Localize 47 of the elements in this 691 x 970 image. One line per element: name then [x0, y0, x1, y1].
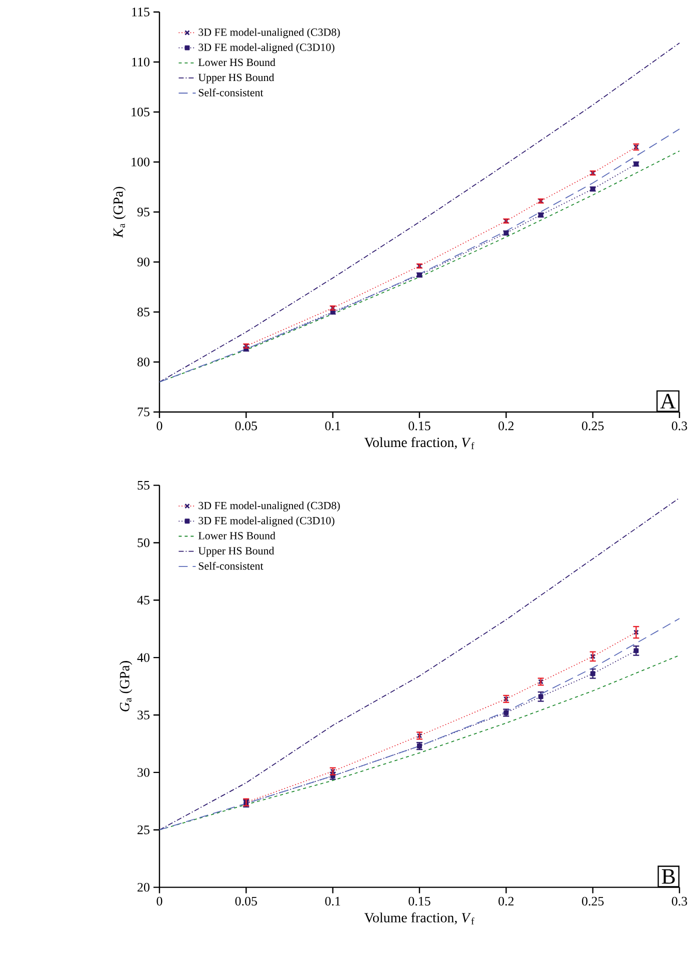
x-tick-label: 0.25 — [582, 896, 604, 906]
y-tick-label: 25 — [138, 826, 150, 834]
annotation: B — [662, 869, 675, 884]
y-tick-label: 100 — [132, 158, 150, 166]
x-tick-label: 0.1 — [325, 896, 340, 906]
legend-label: Lower HS Bound — [198, 58, 276, 66]
y-tick-label: 110 — [132, 58, 150, 66]
y-tick-label: 20 — [138, 882, 150, 892]
y-tick-label: 90 — [137, 258, 150, 266]
x-tick-label: 0.25 — [582, 422, 604, 430]
y-tick-label: 105 — [132, 108, 150, 116]
legend-label: Self-consistent — [198, 562, 264, 570]
y-tick-label: 50 — [138, 538, 150, 548]
y-tick-label: 35 — [138, 710, 150, 720]
x-tick-label: 0.2 — [498, 422, 514, 430]
y-axis-title: G$_{a}$ (GPa) — [120, 661, 132, 712]
y-axis-title: K$_{a}$ (GPa) — [113, 186, 126, 238]
y-tick-label: 30 — [138, 768, 150, 777]
legend-label: Upper HS Bound — [198, 73, 274, 84]
legend-label: Lower HS Bound — [198, 532, 276, 540]
x-tick-label: 0.3 — [672, 896, 688, 906]
y-tick-label: 85 — [138, 308, 150, 316]
legend-label: Upper HS Bound — [198, 546, 274, 557]
x-tick-label: 0.3 — [672, 422, 688, 430]
legend-label: 3D FE model-unaligned (C3D8) — [198, 28, 340, 38]
legend-label: 3D FE model-aligned (C3D10) — [198, 43, 334, 54]
x-axis-title: Volume fraction, V$_{f}$ — [364, 437, 474, 450]
y-tick-label: 115 — [132, 8, 150, 16]
legend-label: 3D FE model-aligned (C3D10) — [198, 516, 334, 527]
x-tick-label: 0.15 — [408, 896, 430, 906]
y-tick-label: 45 — [137, 596, 150, 604]
x-tick-label: 0.05 — [235, 896, 258, 906]
x-tick-label: 0.1 — [325, 422, 340, 430]
x-tick-label: 0.05 — [235, 422, 258, 430]
x-tick-label: 0.15 — [408, 422, 430, 430]
legend-label: 3D FE model-unaligned (C3D8) — [198, 502, 340, 512]
y-tick-label: 55 — [138, 480, 150, 490]
x-tick-label: 0 — [156, 422, 162, 430]
y-tick-label: 40 — [137, 653, 150, 662]
x-tick-label: 0.2 — [498, 896, 514, 906]
y-tick-label: 80 — [138, 358, 150, 366]
annotation: A — [660, 394, 676, 408]
x-axis-title: Volume fraction, V$_{f}$ — [364, 912, 474, 924]
x-tick-label: 0 — [156, 896, 162, 906]
legend-label: Self-consistent — [198, 88, 264, 96]
y-tick-label: 95 — [137, 208, 150, 216]
y-tick-label: 75 — [138, 408, 150, 416]
